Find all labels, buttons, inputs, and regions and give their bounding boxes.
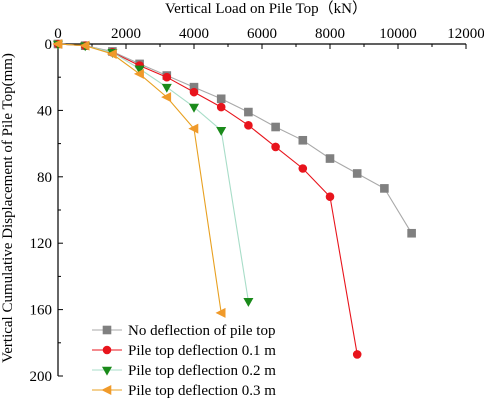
legend-label: Pile top deflection 0.1 m [128, 343, 276, 359]
legend-marker [101, 366, 113, 376]
data-point [134, 65, 145, 75]
x-tick-label: 10000 [379, 26, 417, 42]
data-point [161, 92, 172, 103]
x-tick-label: 4000 [179, 26, 209, 42]
data-point [215, 307, 226, 318]
legend-marker [102, 345, 112, 355]
x-tick-label: 0 [54, 26, 62, 42]
data-point [216, 94, 226, 104]
data-point [325, 192, 335, 202]
data-point [52, 39, 63, 49]
data-point [271, 122, 280, 132]
legend-label: No deflection of pile top [128, 323, 275, 339]
data-point [133, 68, 144, 79]
data-point [243, 297, 254, 307]
data-point [380, 184, 389, 193]
legend: No deflection of pile top Pile top deflec… [92, 323, 276, 399]
data-point [298, 135, 308, 145]
y-tick-label: 80 [37, 170, 52, 186]
series-line [57, 43, 413, 234]
y-tick-label: 120 [30, 236, 53, 252]
legend-label: Pile top deflection 0.2 m [128, 363, 276, 379]
series-layer [52, 39, 416, 359]
data-point [189, 87, 199, 97]
y-tick-label: 0 [45, 37, 53, 53]
legend-item-1: No deflection of pile top [92, 323, 275, 339]
data-point [79, 40, 90, 51]
data-point [298, 164, 308, 173]
x-tick-label: 8000 [315, 26, 345, 42]
series-3 [52, 40, 254, 307]
data-point [244, 107, 253, 117]
data-point [271, 142, 280, 152]
data-point [106, 48, 117, 59]
y-tick-label: 200 [30, 369, 53, 385]
data-point [216, 102, 226, 112]
series-line [57, 43, 249, 302]
y-tick-label: 160 [30, 303, 53, 319]
legend-label: Pile top deflection 0.3 m [128, 383, 276, 399]
data-point [161, 83, 172, 93]
legend-item-3: Pile top deflection 0.2 m [92, 363, 276, 379]
data-point [188, 123, 199, 134]
data-point [188, 103, 200, 113]
series-line [57, 43, 358, 355]
data-point [352, 350, 362, 359]
legend-marker [102, 325, 112, 335]
data-point [216, 127, 227, 136]
x-axis-title: Vertical Load on Pile Top（kN） [165, 0, 367, 17]
x-tick-label: 2000 [111, 26, 141, 42]
y-tick-label: 40 [37, 103, 52, 119]
series-2 [53, 39, 362, 359]
series-4 [52, 39, 226, 318]
data-point [407, 228, 416, 238]
data-point [325, 154, 335, 163]
series-1 [53, 39, 416, 238]
y-axis-title: Vertical Cumulative Displacement of Pile… [0, 53, 16, 363]
data-point [162, 72, 172, 82]
x-tick-label: 12000 [447, 26, 484, 42]
data-point [352, 169, 362, 178]
legend-item-4: Pile top deflection 0.3 m [92, 383, 276, 399]
x-tick-label: 6000 [247, 26, 277, 42]
legend-marker [101, 385, 112, 395]
legend-item-2: Pile top deflection 0.1 m [92, 343, 276, 359]
axes: 0 2000 4000 6000 8000 10000 12000 0 40 80 120 160 20… [30, 26, 484, 385]
data-point [244, 121, 253, 130]
